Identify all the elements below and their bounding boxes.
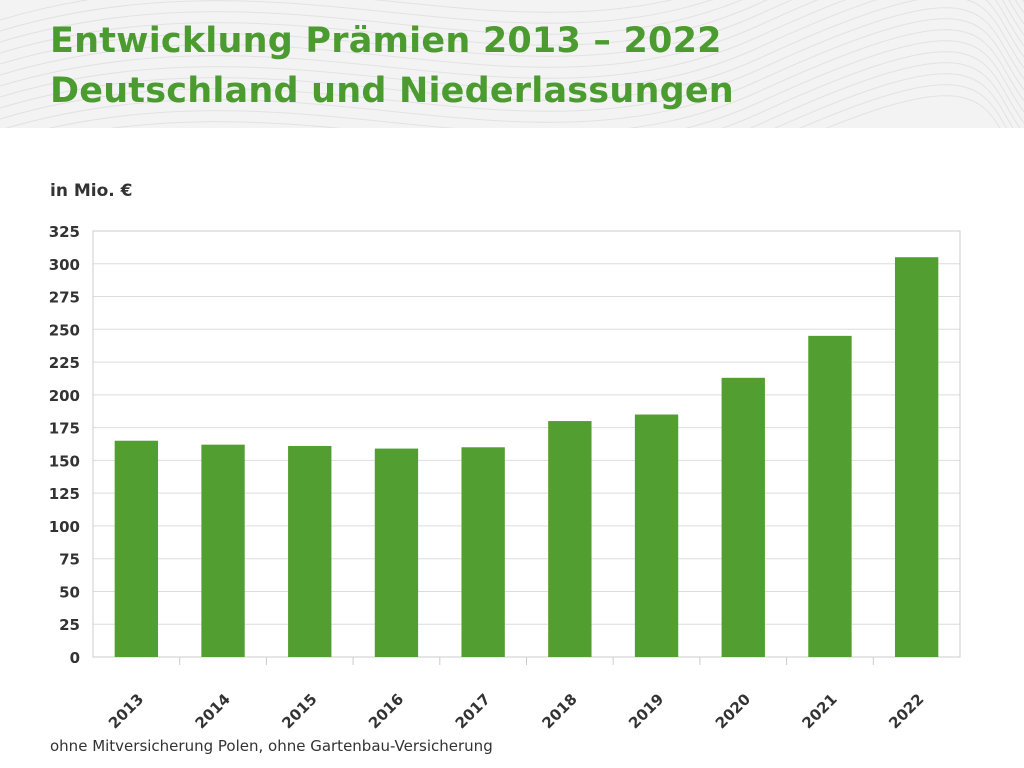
x-tick-label: 2017 bbox=[452, 690, 494, 732]
x-tick-label: 2015 bbox=[278, 690, 320, 732]
unit-label: in Mio. € bbox=[50, 181, 133, 201]
y-tick-label: 325 bbox=[49, 223, 80, 241]
x-tick-label: 2021 bbox=[799, 690, 841, 732]
x-tick-label: 2020 bbox=[712, 690, 754, 732]
x-tick-label: 2022 bbox=[885, 690, 927, 732]
bar-2022 bbox=[894, 257, 939, 657]
y-tick-label: 225 bbox=[49, 354, 80, 372]
y-tick-label: 250 bbox=[49, 321, 80, 339]
bar-2013 bbox=[114, 440, 159, 657]
x-tick-label: 2018 bbox=[538, 690, 580, 732]
y-tick-label: 125 bbox=[49, 485, 80, 503]
bar-2018 bbox=[548, 421, 592, 657]
header-decoration bbox=[0, 0, 1024, 128]
y-tick-label: 100 bbox=[49, 518, 80, 536]
x-tick-label: 2019 bbox=[625, 690, 667, 732]
y-tick-label: 200 bbox=[49, 387, 80, 405]
y-tick-label: 0 bbox=[70, 649, 80, 667]
header-band: Entwicklung Prämien 2013 – 2022 Deutschl… bbox=[0, 0, 1024, 128]
footnote: ohne Mitversicherung Polen, ohne Gartenb… bbox=[50, 737, 493, 755]
y-tick-label: 25 bbox=[59, 616, 80, 634]
y-tick-label: 300 bbox=[49, 256, 80, 274]
x-tick-label: 2013 bbox=[105, 690, 147, 732]
x-tick-label: 2016 bbox=[365, 690, 407, 732]
y-tick-label: 275 bbox=[49, 289, 80, 307]
bar-2015 bbox=[288, 445, 332, 657]
y-tick-label: 150 bbox=[49, 452, 80, 470]
bar-2021 bbox=[808, 335, 852, 657]
y-tick-label: 175 bbox=[49, 420, 80, 438]
bar-2016 bbox=[374, 448, 419, 657]
bar-2020 bbox=[721, 377, 765, 657]
bar-2014 bbox=[201, 444, 245, 657]
y-tick-label: 50 bbox=[59, 583, 80, 601]
bar-2019 bbox=[634, 414, 679, 657]
page-title-line-1: Entwicklung Prämien 2013 – 2022 bbox=[50, 21, 722, 61]
bar-2017 bbox=[461, 447, 505, 657]
x-tick-label: 2014 bbox=[192, 690, 234, 732]
y-tick-label: 75 bbox=[59, 551, 80, 569]
page-title-line-2: Deutschland und Niederlassungen bbox=[50, 71, 734, 111]
